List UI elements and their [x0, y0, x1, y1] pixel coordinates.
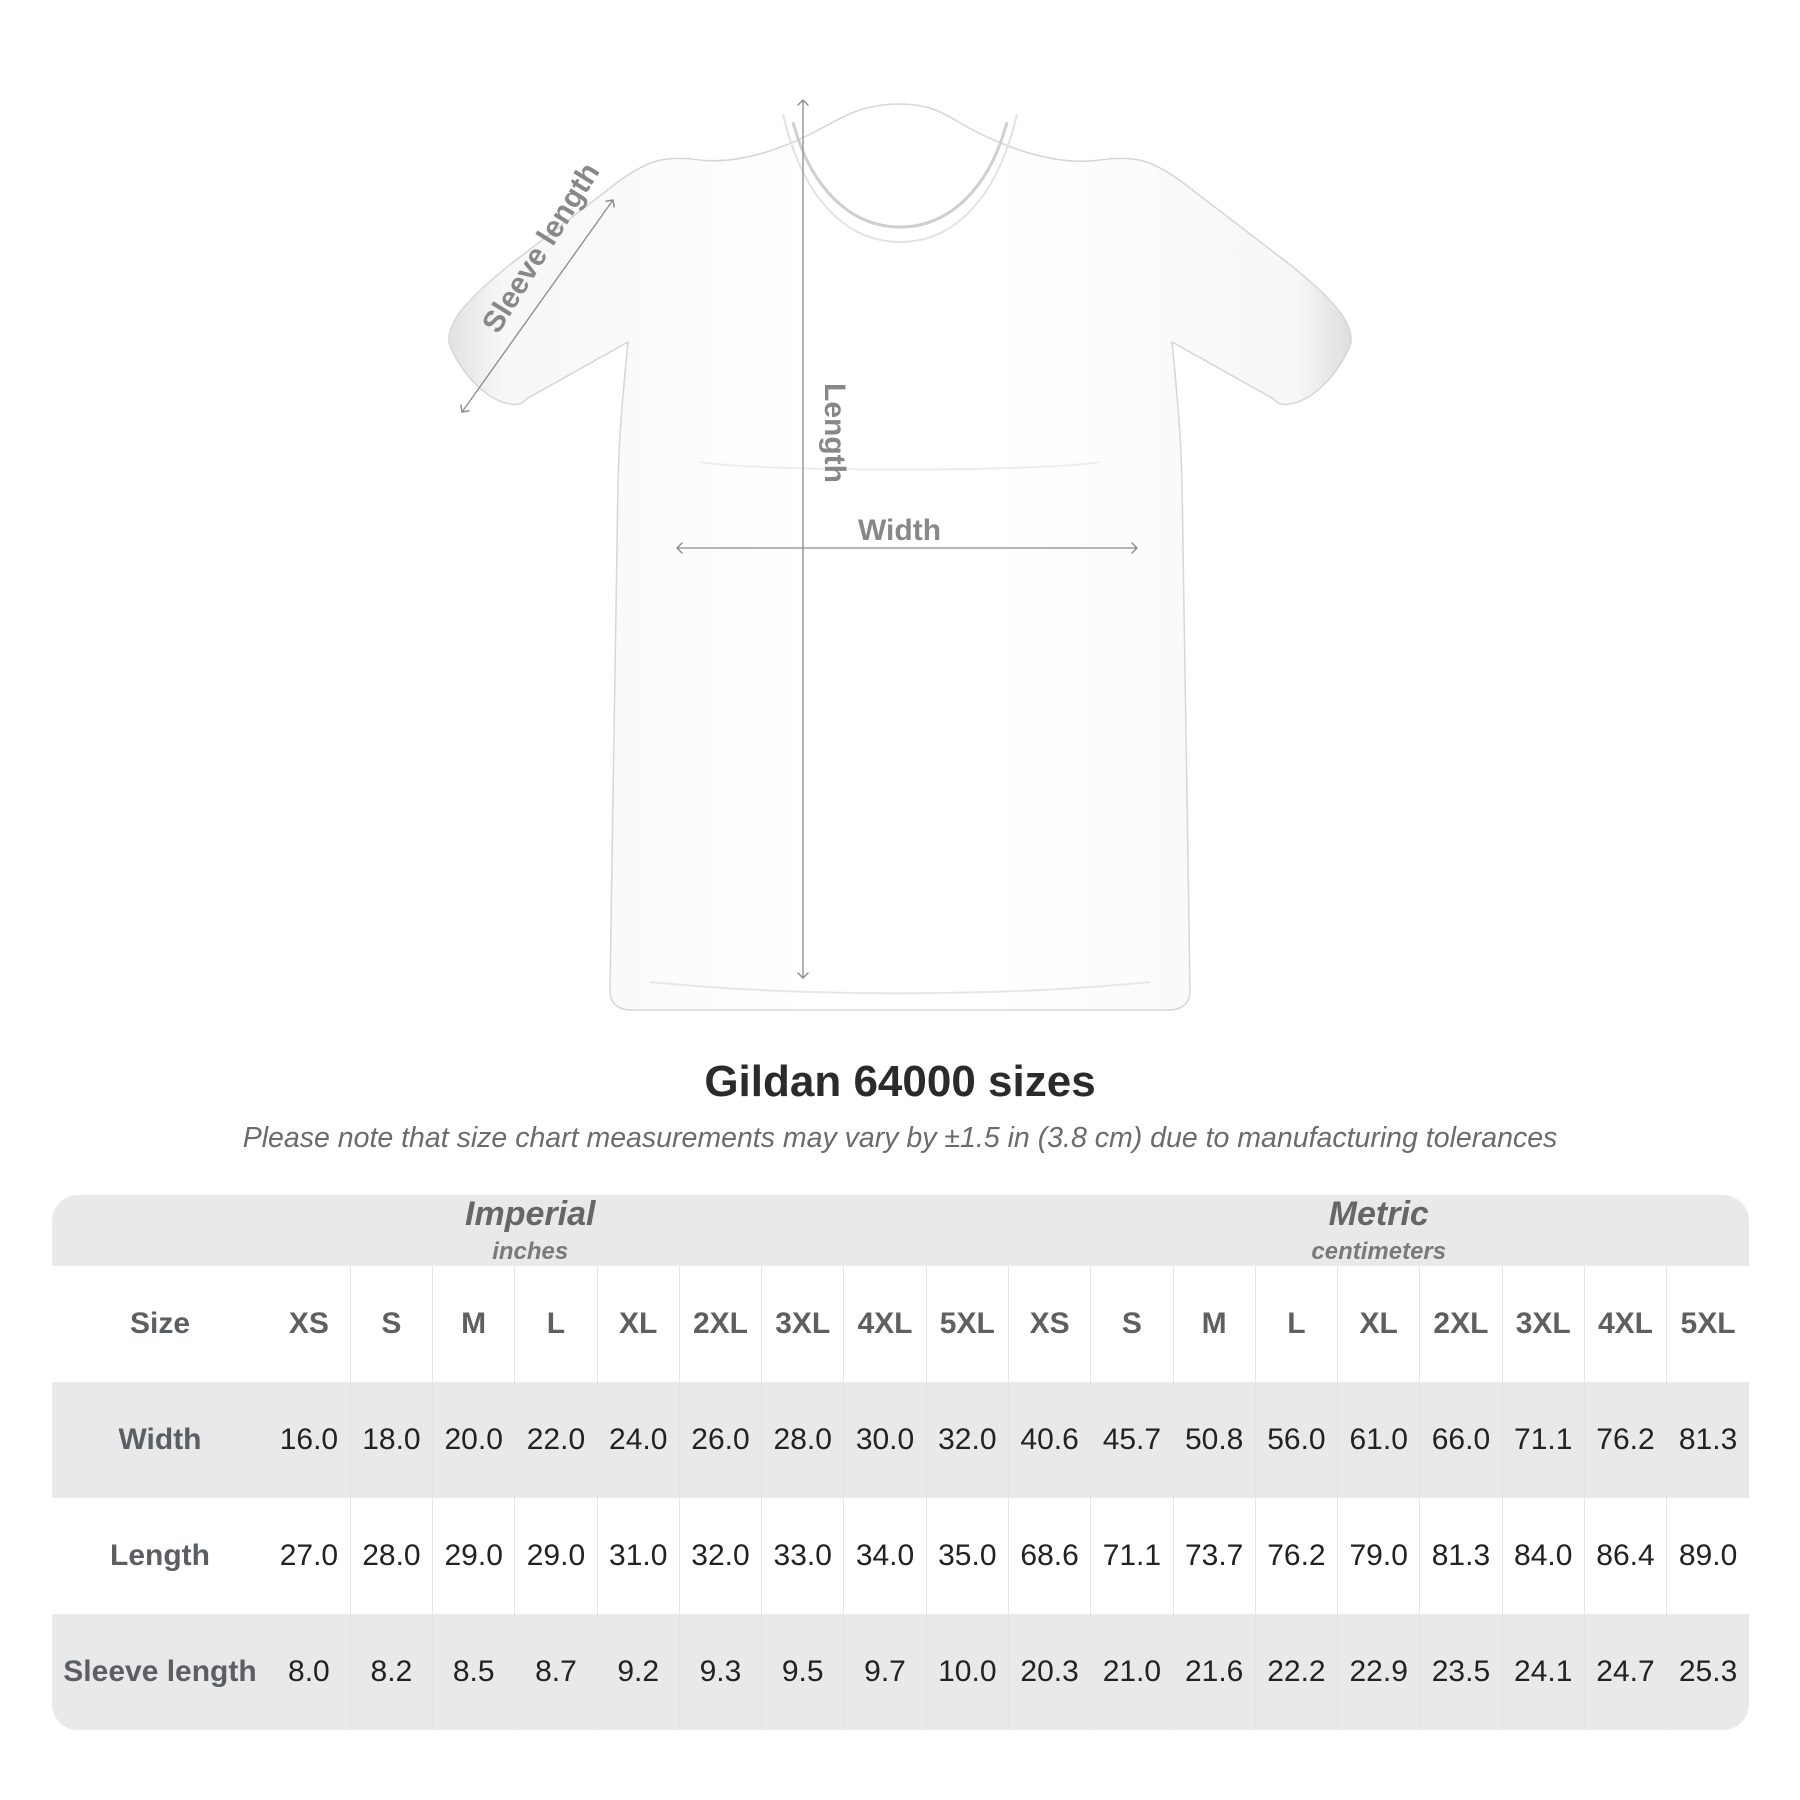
svg-text:Sleeve length: Sleeve length [476, 157, 606, 339]
svg-text:Width: Width [858, 514, 941, 547]
svg-text:Length: Length [818, 383, 851, 483]
